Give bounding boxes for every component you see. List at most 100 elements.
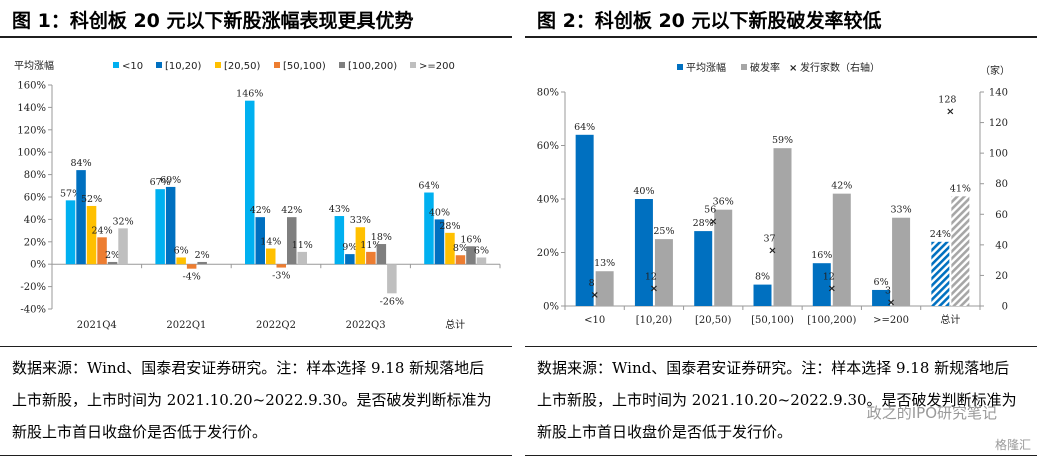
y2-tick-label: 60 xyxy=(995,210,1008,221)
bar xyxy=(595,271,614,306)
y2-tick-label: 120 xyxy=(989,118,1008,129)
bar xyxy=(287,217,297,265)
figure-1-panel: 图 1：科创板 20 元以下新股涨幅表现更具优势 -40% -20% 0% 20% 40… xyxy=(0,0,512,463)
bar xyxy=(345,254,355,265)
data-label: 43% xyxy=(329,204,350,215)
y2-axis-title: （家） xyxy=(980,64,1010,77)
data-label: 6% xyxy=(474,245,489,256)
bar xyxy=(197,261,207,265)
data-label: 84% xyxy=(70,158,91,169)
y-axis-title: 平均涨幅 xyxy=(14,59,54,72)
data-label: 13% xyxy=(594,258,615,269)
x-tick-label: 2021Q4 xyxy=(77,320,117,331)
count-marker: × xyxy=(887,297,895,308)
y2-tick-label: 80 xyxy=(995,179,1008,190)
legend-swatch xyxy=(741,64,747,70)
bar xyxy=(654,239,673,306)
x-tick-label: 总计 xyxy=(940,313,960,326)
count-label: 128 xyxy=(938,94,956,105)
y-tick-label: 120% xyxy=(17,125,46,136)
count-marker: × xyxy=(709,216,717,227)
figure-2-note: 数据来源：Wind、国泰君安证券研究。注：样本选择 9.18 新规落地后上市新股… xyxy=(537,359,1017,441)
bar xyxy=(376,244,387,265)
figure-1-title: 图 1：科创板 20 元以下新股涨幅表现更具优势 xyxy=(12,10,414,32)
bar xyxy=(266,248,276,265)
bar xyxy=(186,264,197,269)
data-label: 40% xyxy=(429,207,450,218)
figure-1-mid-rule xyxy=(0,346,512,347)
x-tick-label: 总计 xyxy=(445,318,465,331)
data-label: 2% xyxy=(195,250,210,261)
figure-1-note: 数据来源：Wind、国泰君安证券研究。注：样本选择 9.18 新规落地后上市新股… xyxy=(12,359,492,441)
count-marker: × xyxy=(828,284,836,295)
bar xyxy=(118,228,128,265)
data-label: 11% xyxy=(360,240,381,251)
y-tick-label: 60% xyxy=(24,193,46,204)
data-label: -3% xyxy=(272,271,290,282)
y-tick-label: 20% xyxy=(24,237,46,248)
data-label: 42% xyxy=(831,181,852,192)
x-tick-label: >=200 xyxy=(873,315,909,326)
legend-swatch xyxy=(113,62,119,68)
figure-2-panel: 图 2：科创板 20 元以下新股破发率较低 0% 20% 40% 60% 80% 0 20 4… xyxy=(525,0,1037,463)
x-tick-label: [100,200) xyxy=(807,315,856,326)
bar xyxy=(434,219,445,265)
x-tick-label: [50,100) xyxy=(751,315,794,326)
data-label: 59% xyxy=(772,135,793,146)
bar xyxy=(355,227,366,265)
data-label: 11% xyxy=(292,240,313,251)
bar xyxy=(334,216,345,265)
data-label: -26% xyxy=(380,296,404,307)
bar xyxy=(65,200,76,265)
data-label: 28% xyxy=(439,221,460,232)
legend-label: [50,100) xyxy=(283,61,326,72)
data-label: 28% xyxy=(693,218,714,229)
y-tick-label: 140% xyxy=(17,103,46,114)
x-tick-label: <10 xyxy=(584,315,605,326)
count-label: 3 xyxy=(885,285,891,296)
figure-2-top-rule xyxy=(525,36,1037,38)
legend-swatch xyxy=(215,62,221,68)
legend-marker: × xyxy=(789,63,797,74)
legend-label: 平均涨幅 xyxy=(686,61,726,74)
bar xyxy=(424,192,434,265)
y2-tick-label: 0 xyxy=(1002,302,1008,313)
data-label: 42% xyxy=(250,205,271,216)
y2-tick-label: 100 xyxy=(989,149,1008,160)
legend-swatch xyxy=(677,64,683,70)
y2-tick-label: 20 xyxy=(995,271,1008,282)
data-label: 69% xyxy=(160,175,181,186)
data-label: 6% xyxy=(174,245,189,256)
data-label: 24% xyxy=(91,225,112,236)
data-label: 16% xyxy=(811,250,832,261)
bar xyxy=(832,193,851,306)
bar xyxy=(245,100,255,265)
data-label: 57% xyxy=(60,188,81,199)
y-tick-label: 80% xyxy=(24,170,46,181)
bar xyxy=(931,241,950,306)
watermark-text: 政之的IPO研究笔记 xyxy=(866,404,997,422)
y-tick-label: 100% xyxy=(17,148,46,159)
bar xyxy=(255,217,265,265)
data-label: 33% xyxy=(350,215,371,226)
count-label: 56 xyxy=(704,204,716,215)
figure-1-bottom-rule xyxy=(0,455,512,456)
data-label: 8% xyxy=(755,272,770,283)
bar xyxy=(176,257,186,265)
data-label: 64% xyxy=(418,181,439,192)
legend-swatch xyxy=(339,62,345,68)
y2-tick-label: 40 xyxy=(995,240,1008,251)
figure-2-mid-rule xyxy=(525,346,1037,347)
bar xyxy=(107,261,118,265)
legend-swatch xyxy=(274,62,280,68)
figure-1-chart: -40% -20% 0% 20% 40% 60% 80% 100% 120% 140% 160% 20… xyxy=(14,59,501,331)
bar xyxy=(476,257,487,265)
bar xyxy=(387,264,397,294)
bar xyxy=(165,186,176,265)
y-tick-label: 160% xyxy=(17,81,46,92)
bar xyxy=(76,170,86,265)
count-label: 12 xyxy=(823,272,835,283)
data-label: 64% xyxy=(574,122,595,133)
y-tick-label: 0% xyxy=(30,260,46,271)
y-tick-label: 40% xyxy=(24,215,46,226)
